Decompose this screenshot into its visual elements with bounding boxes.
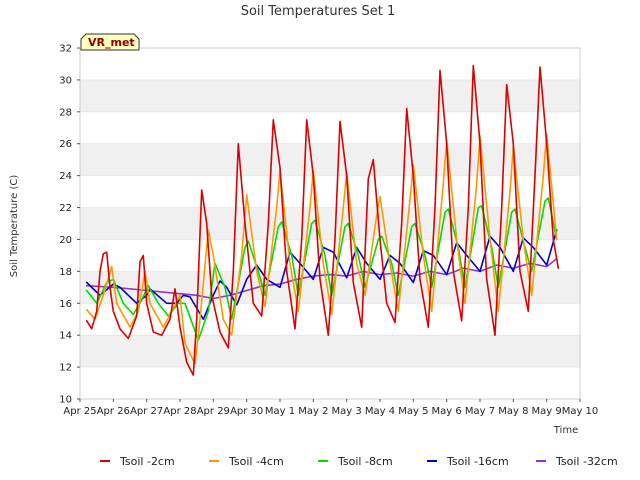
x-tick-label: May 5 bbox=[398, 406, 428, 417]
x-tick-label: May 6 bbox=[432, 406, 462, 417]
grid-band bbox=[80, 367, 580, 399]
plot-frame bbox=[79, 47, 581, 400]
grid-band bbox=[80, 143, 580, 176]
grid-band bbox=[80, 111, 580, 144]
series-line-tsoil-16cm bbox=[85, 229, 558, 320]
x-tick-label: Apr 30 bbox=[230, 406, 263, 417]
y-axis-ticks: 10 12 14 16 18 20 22 24 26 28 30 32 bbox=[59, 44, 80, 406]
x-tick-label: Apr 26 bbox=[97, 406, 130, 417]
legend-label: Tsoil -2cm bbox=[119, 455, 175, 468]
y-tick-label: 16 bbox=[59, 299, 72, 310]
series-line-tsoil-2cm bbox=[85, 64, 560, 376]
legend-label: Tsoil -8cm bbox=[337, 455, 393, 468]
y-tick-label: 30 bbox=[59, 75, 72, 86]
x-tick-label: May 4 bbox=[365, 406, 395, 417]
legend-label: Tsoil -32cm bbox=[555, 455, 618, 468]
legend-label: Tsoil -4cm bbox=[228, 455, 284, 468]
x-tick-label: Apr 25 bbox=[63, 406, 96, 417]
x-tick-label: May 2 bbox=[298, 406, 328, 417]
x-tick-label: Apr 28 bbox=[163, 406, 196, 417]
x-axis-ticks: Apr 25 Apr 26 Apr 27 Apr 28 Apr 29 Apr 30 May … bbox=[63, 399, 598, 417]
series-lines bbox=[85, 64, 560, 376]
y-tick-label: 28 bbox=[59, 107, 72, 118]
y-tick-label: 26 bbox=[59, 139, 72, 150]
x-tick-label: May 7 bbox=[465, 406, 495, 417]
grid-band bbox=[80, 79, 580, 112]
grid-band bbox=[80, 175, 580, 208]
x-tick-label: May 1 bbox=[265, 406, 295, 417]
series-line-tsoil-4cm bbox=[85, 133, 558, 365]
y-tick-label: 24 bbox=[59, 171, 72, 182]
x-tick-label: Apr 27 bbox=[130, 406, 163, 417]
legend-label: Tsoil -16cm bbox=[446, 455, 509, 468]
y-axis-title: Soil Temperature (C) bbox=[9, 175, 20, 278]
site-label-box: VR_met bbox=[80, 33, 140, 51]
x-axis-title: Time bbox=[553, 425, 578, 436]
grid-band bbox=[80, 335, 580, 368]
legend: Tsoil -2cm Tsoil -4cm Tsoil -8cm Tsoil -16c… bbox=[100, 455, 618, 468]
grid-band bbox=[80, 48, 580, 80]
site-label: VR_met bbox=[88, 36, 135, 49]
x-tick-label: May 9 bbox=[532, 406, 562, 417]
y-tick-label: 18 bbox=[59, 267, 72, 278]
chart-title: Soil Temperatures Set 1 bbox=[241, 4, 396, 19]
y-tick-label: 10 bbox=[59, 395, 72, 406]
x-tick-label: Apr 29 bbox=[197, 406, 230, 417]
y-tick-label: 12 bbox=[59, 363, 72, 374]
y-tick-label: 20 bbox=[59, 235, 72, 246]
x-tick-label: May 8 bbox=[498, 406, 528, 417]
x-tick-label: May 3 bbox=[332, 406, 362, 417]
grid-band bbox=[80, 207, 580, 240]
grid-bands bbox=[80, 48, 580, 400]
y-tick-label: 32 bbox=[59, 44, 72, 55]
y-tick-label: 22 bbox=[59, 203, 72, 214]
x-tick-label: May 10 bbox=[562, 406, 599, 417]
y-tick-label: 14 bbox=[59, 331, 72, 342]
